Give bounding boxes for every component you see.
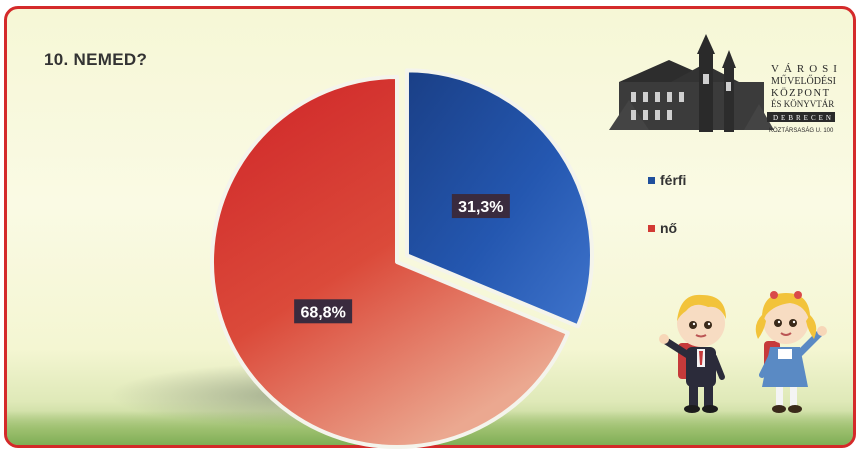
- legend-item-no: nő: [648, 218, 686, 238]
- data-label-box: [294, 299, 353, 324]
- data-label-text: 68,8%: [300, 304, 345, 321]
- girl-figure-icon: [755, 291, 827, 413]
- data-label-box: [451, 194, 510, 219]
- logo-text-line6: KÖZTÁRSASÁG U. 100: [769, 127, 834, 134]
- logo-band: [767, 112, 835, 122]
- logo-text-line3: KÖZPONT: [771, 87, 831, 99]
- data-label-no: 68,8%: [294, 299, 353, 324]
- logo-text-line1: VÁROSI: [771, 63, 839, 75]
- chart-legend: férfi nő: [648, 170, 686, 266]
- church-drawing-icon: [609, 34, 774, 132]
- legend-item-ferfi: férfi: [648, 170, 686, 190]
- data-label-text: 31,3%: [458, 199, 503, 216]
- legend-swatch-ferfi: [648, 176, 655, 184]
- pie-slice-no: [210, 75, 570, 449]
- chart-title: 10. NEMED?: [44, 50, 148, 69]
- logo-text-line4: ÉS KÖNYVTÁR: [771, 99, 834, 109]
- boy-figure-icon: [659, 294, 726, 413]
- cartoon-children-illustration: [659, 291, 827, 413]
- logo-text-line2: MŰVELŐDÉSI: [771, 75, 836, 87]
- data-label-ferfi: 31,3%: [451, 194, 510, 219]
- institution-logo: VÁROSI MŰVELŐDÉSI KÖZPONT ÉS KÖNYVTÁR DE…: [609, 34, 839, 134]
- legend-label-ferfi: férfi: [660, 172, 687, 188]
- legend-swatch-no: [648, 224, 655, 232]
- logo-text-line5: DEBRECEN: [773, 114, 834, 122]
- legend-label-no: nő: [660, 220, 678, 236]
